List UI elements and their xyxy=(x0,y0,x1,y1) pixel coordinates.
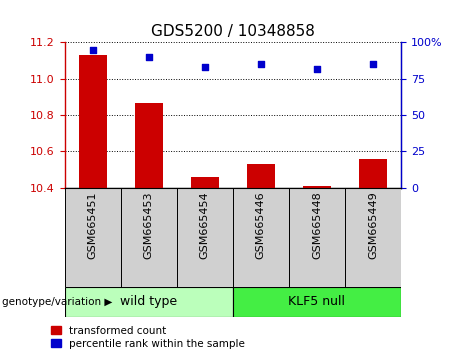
Bar xyxy=(247,164,275,188)
Bar xyxy=(121,188,177,287)
Point xyxy=(257,62,265,67)
Text: KLF5 null: KLF5 null xyxy=(289,295,345,308)
Text: GSM665451: GSM665451 xyxy=(88,192,98,259)
Point xyxy=(201,64,208,70)
Text: GSM665446: GSM665446 xyxy=(256,192,266,259)
Bar xyxy=(233,287,401,317)
Bar xyxy=(191,177,219,188)
Point xyxy=(145,54,152,60)
Bar xyxy=(65,287,233,317)
Text: GSM665453: GSM665453 xyxy=(144,192,154,259)
Text: genotype/variation ▶: genotype/variation ▶ xyxy=(2,297,112,307)
Bar xyxy=(345,188,401,287)
Bar xyxy=(177,188,233,287)
Bar xyxy=(78,55,106,188)
Title: GDS5200 / 10348858: GDS5200 / 10348858 xyxy=(151,23,315,39)
Text: GSM665448: GSM665448 xyxy=(312,192,322,259)
Legend: transformed count, percentile rank within the sample: transformed count, percentile rank withi… xyxy=(51,326,245,349)
Bar xyxy=(289,188,345,287)
Bar xyxy=(233,188,289,287)
Text: wild type: wild type xyxy=(120,295,177,308)
Bar xyxy=(359,160,387,188)
Text: GSM665449: GSM665449 xyxy=(368,192,378,259)
Point xyxy=(313,66,321,72)
Bar xyxy=(135,103,163,188)
Point xyxy=(369,62,377,67)
Bar xyxy=(303,186,331,188)
Text: GSM665454: GSM665454 xyxy=(200,192,210,259)
Bar xyxy=(65,188,121,287)
Point xyxy=(89,47,96,53)
